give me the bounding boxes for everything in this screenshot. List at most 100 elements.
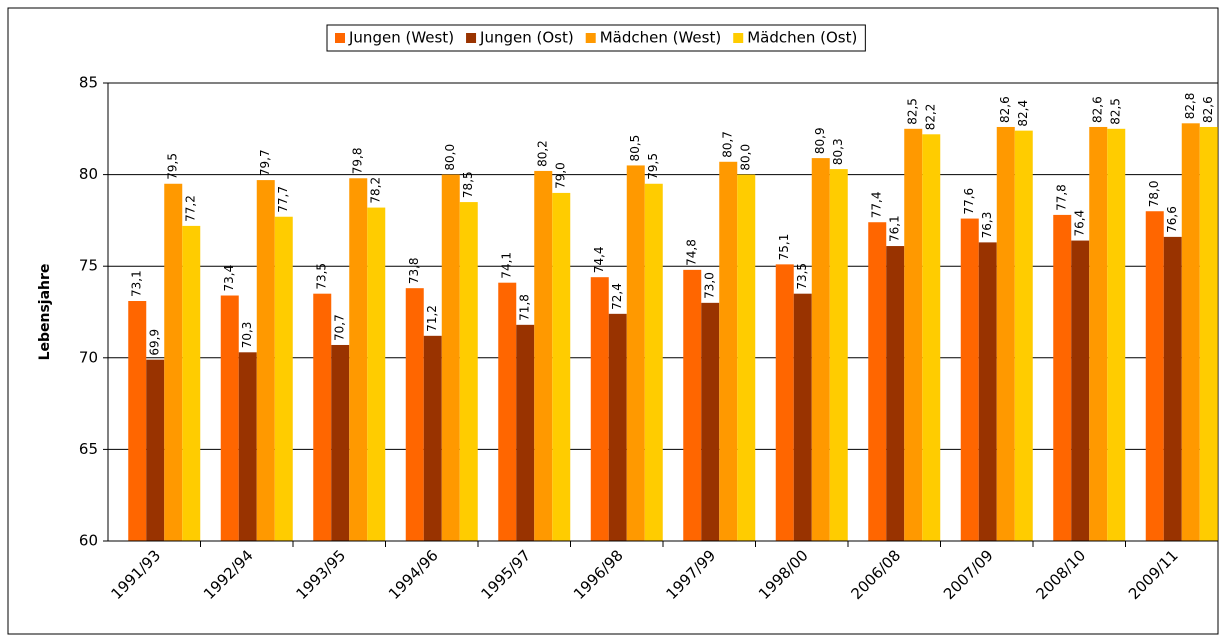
value-label: 80,7 [721,131,735,158]
value-label: 80,0 [739,144,753,171]
bar [996,126,1015,541]
bar [349,178,368,541]
value-label: 78,5 [461,171,475,198]
value-label: 82,6 [998,96,1012,123]
value-label: 82,5 [906,98,920,125]
value-label: 77,8 [1055,184,1069,211]
bar [719,161,738,541]
bar [534,170,553,541]
bar [256,180,275,541]
bar [922,134,941,541]
bar [978,242,997,541]
bar [1199,126,1218,541]
bar [164,183,183,541]
y-tick-label: 80 [79,165,98,183]
value-label: 82,4 [1016,100,1030,127]
value-label: 77,4 [870,192,884,219]
bar [868,222,887,541]
bar [904,128,923,542]
bar [737,174,756,541]
y-tick-label: 70 [79,348,98,366]
bar [829,169,848,541]
value-label: 73,0 [703,272,717,299]
bar [1107,128,1126,542]
bar [644,183,663,541]
value-label: 72,4 [610,283,624,310]
bar [1053,214,1072,542]
legend-swatch [335,33,345,43]
value-label: 79,8 [351,148,365,175]
value-label: 80,2 [536,140,550,167]
value-label: 74,1 [500,252,514,279]
legend-swatch [466,33,477,43]
bar [701,302,720,541]
bar [1071,240,1090,541]
bar [128,301,147,541]
bar [313,293,332,541]
bar [274,216,293,541]
bar [886,246,905,541]
value-label: 82,6 [1091,96,1105,123]
value-label: 82,5 [1109,98,1123,125]
value-label: 80,3 [831,138,845,165]
value-label: 80,0 [443,144,457,171]
legend-box [326,24,866,52]
value-label: 76,3 [980,212,994,239]
bar [775,264,794,541]
value-label: 80,5 [628,135,642,162]
value-label: 73,4 [222,265,236,292]
value-label: 73,1 [130,270,144,297]
bar [552,192,571,542]
value-label: 77,6 [962,188,976,215]
bar [1145,211,1164,542]
y-tick-label: 85 [79,74,98,92]
bar [793,293,812,541]
bar [1163,236,1182,541]
bar [498,282,517,541]
y-tick-label: 65 [79,440,98,458]
bar [1014,130,1033,541]
bar [182,225,201,541]
value-label: 77,2 [184,195,198,222]
legend-swatch [585,33,596,43]
bar [960,218,979,541]
value-label: 79,0 [554,162,568,189]
bar [516,324,535,541]
bar [626,165,645,541]
bar [811,158,830,541]
bar [238,352,257,541]
value-label: 75,1 [777,234,791,261]
value-label: 73,8 [407,257,421,284]
bar [441,174,460,541]
legend-label: Jungen (West) [348,29,454,47]
legend-label: Jungen (Ost) [479,29,574,47]
value-label: 80,9 [813,127,827,154]
y-axis-label: Lebensjahre [37,264,53,361]
value-label: 71,2 [425,305,439,332]
bar [146,359,165,541]
value-label: 78,0 [1147,181,1161,208]
value-label: 70,7 [333,314,347,341]
value-label: 74,8 [685,239,699,266]
legend-label: Mädchen (West) [600,29,722,47]
value-label: 76,4 [1073,210,1087,237]
value-label: 74,4 [592,246,606,273]
y-tick-label: 75 [79,257,98,275]
value-label: 79,5 [646,153,660,180]
value-label: 78,2 [369,177,383,204]
legend-swatch [733,33,744,43]
bar [405,288,424,541]
value-label: 71,8 [518,294,532,321]
bar [367,207,386,542]
bar [220,295,239,541]
legend-label: Mädchen (Ost) [747,29,857,47]
bar [1181,123,1200,541]
bar [1089,126,1108,541]
value-label: 73,5 [795,263,809,290]
bar [423,335,442,541]
value-label: 82,2 [924,104,938,131]
bar [590,277,609,541]
value-label: 82,6 [1201,96,1215,123]
value-label: 77,7 [276,186,290,213]
